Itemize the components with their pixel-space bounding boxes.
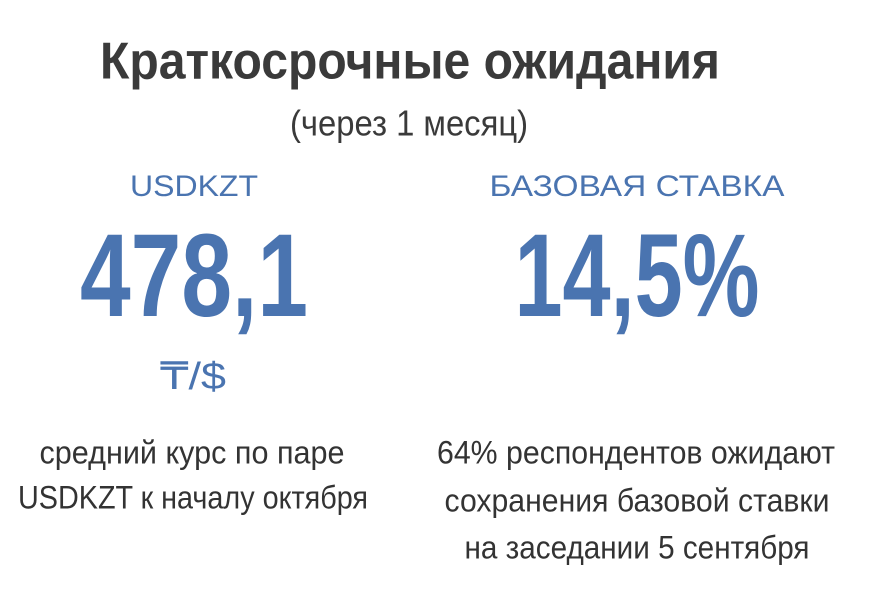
subtitle: (через 1 месяц) [290, 103, 528, 144]
card-description: средний курс по паре [40, 434, 345, 470]
card-description: на заседании 5 сентября [465, 529, 810, 565]
card-description: 64% респондентов ожидают [437, 434, 835, 470]
card-value: 14,5% [515, 210, 760, 342]
card-label: БАЗОВАЯ СТАВКА [490, 170, 785, 203]
card-description: сохранения базовой ставки [445, 482, 830, 518]
card-value: 478,1 [80, 210, 308, 342]
card-description: USDKZT к началу октября [18, 479, 368, 515]
card-unit: ₸/$ [160, 356, 226, 398]
title: Краткосрочные ожидания [100, 33, 720, 91]
card-label: USDKZT [130, 170, 258, 203]
